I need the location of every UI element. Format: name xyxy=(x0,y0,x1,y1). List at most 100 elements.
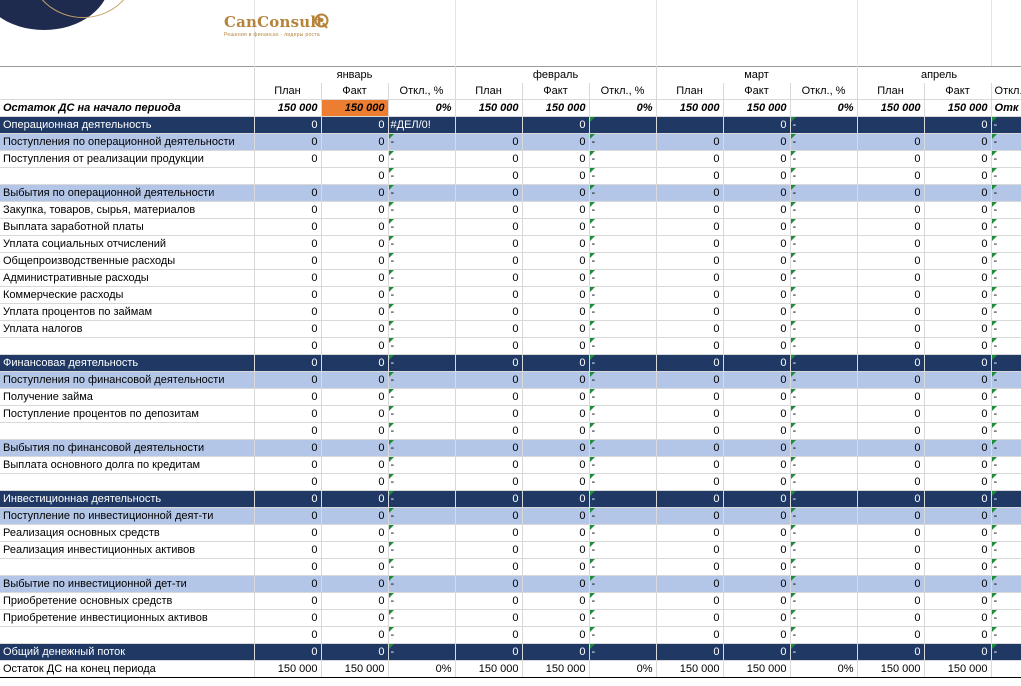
cell[interactable]: - xyxy=(388,303,456,321)
cell[interactable]: - xyxy=(388,405,456,423)
cell[interactable]: 0 xyxy=(723,303,791,321)
cell[interactable]: 0 xyxy=(253,116,322,134)
cell[interactable]: 0 xyxy=(253,371,322,389)
column-header-2-0[interactable]: План xyxy=(655,83,724,100)
cell[interactable]: 0 xyxy=(321,371,389,389)
cell[interactable]: 0 xyxy=(454,507,523,525)
cell[interactable]: 0 xyxy=(723,507,791,525)
cell[interactable]: 0 xyxy=(924,592,992,610)
cell[interactable]: - xyxy=(790,184,858,202)
cell[interactable]: 0 xyxy=(856,218,925,236)
cell[interactable]: 0 xyxy=(924,422,992,440)
cell[interactable]: - xyxy=(790,252,858,270)
cell[interactable]: 0 xyxy=(723,286,791,304)
cell[interactable]: - xyxy=(991,456,1021,474)
cell[interactable]: 0 xyxy=(522,303,590,321)
cell[interactable]: 0 xyxy=(924,286,992,304)
cell[interactable]: - xyxy=(388,388,456,406)
cell[interactable]: 0 xyxy=(856,524,925,542)
cell[interactable]: 0 xyxy=(723,252,791,270)
cell[interactable]: - xyxy=(388,541,456,559)
cell[interactable]: 0 xyxy=(321,524,389,542)
cell[interactable]: 0 xyxy=(723,558,791,576)
cell[interactable]: 0% xyxy=(790,660,858,678)
cell[interactable]: 0 xyxy=(522,133,590,151)
cell[interactable]: - xyxy=(388,235,456,253)
cell[interactable]: 0 xyxy=(856,643,925,661)
cell[interactable]: 0 xyxy=(924,558,992,576)
cell[interactable]: 0 xyxy=(723,439,791,457)
cell[interactable]: - xyxy=(589,167,657,185)
row-label[interactable]: Поступление по инвестиционной деят-ти xyxy=(0,507,255,525)
cell[interactable]: 0 xyxy=(321,269,389,287)
cell[interactable]: - xyxy=(991,167,1021,185)
cell[interactable]: - xyxy=(991,541,1021,559)
cell[interactable]: 0 xyxy=(321,575,389,593)
cell[interactable]: - xyxy=(991,490,1021,508)
month-header-2[interactable]: март xyxy=(655,66,858,83)
cell[interactable]: 0 xyxy=(723,371,791,389)
cell[interactable]: - xyxy=(991,354,1021,372)
cell[interactable]: 0 xyxy=(454,150,523,168)
cell[interactable]: 0 xyxy=(321,422,389,440)
cell[interactable]: 0 xyxy=(321,167,389,185)
cell[interactable]: 0 xyxy=(321,320,389,338)
cell[interactable]: - xyxy=(388,354,456,372)
cell[interactable]: 0 xyxy=(454,252,523,270)
cell[interactable]: 0 xyxy=(856,473,925,491)
cell[interactable]: 0 xyxy=(723,422,791,440)
cell[interactable]: 0 xyxy=(924,541,992,559)
cell[interactable]: - xyxy=(589,371,657,389)
cell[interactable]: 0 xyxy=(924,456,992,474)
cell[interactable]: 0 xyxy=(655,575,724,593)
cell[interactable]: 0 xyxy=(321,473,389,491)
cell[interactable]: - xyxy=(388,218,456,236)
cell[interactable]: 0 xyxy=(454,422,523,440)
cell[interactable]: 0 xyxy=(321,626,389,644)
cell[interactable]: - xyxy=(589,405,657,423)
cell[interactable]: 0 xyxy=(321,558,389,576)
cell[interactable]: 0 xyxy=(856,439,925,457)
cell[interactable]: - xyxy=(790,439,858,457)
cell[interactable]: - xyxy=(388,609,456,627)
cell[interactable]: 0 xyxy=(924,575,992,593)
cell[interactable]: - xyxy=(991,252,1021,270)
row-label[interactable]: Реализация инвестиционных активов xyxy=(0,541,255,559)
cell[interactable]: 0 xyxy=(924,626,992,644)
cell[interactable]: 150 000 xyxy=(856,99,925,117)
cell[interactable]: 0 xyxy=(655,439,724,457)
cell[interactable]: 0 xyxy=(321,303,389,321)
cell[interactable]: - xyxy=(589,303,657,321)
cell[interactable]: 0 xyxy=(522,184,590,202)
cell[interactable]: - xyxy=(991,286,1021,304)
cell[interactable]: 0 xyxy=(253,575,322,593)
row-label[interactable]: Финансовая деятельность xyxy=(0,354,255,372)
cell[interactable]: 0 xyxy=(655,541,724,559)
cell[interactable]: - xyxy=(790,473,858,491)
cell[interactable]: 0 xyxy=(924,371,992,389)
column-header-0-1[interactable]: Факт xyxy=(321,83,389,100)
cell[interactable]: 0 xyxy=(655,286,724,304)
cell[interactable]: 0 xyxy=(655,235,724,253)
cell[interactable]: 0 xyxy=(856,405,925,423)
cell[interactable]: 0 xyxy=(253,269,322,287)
cell[interactable]: - xyxy=(790,133,858,151)
cell[interactable]: 0 xyxy=(856,184,925,202)
cell[interactable] xyxy=(655,116,724,134)
cell[interactable]: 0 xyxy=(522,269,590,287)
cell[interactable]: 0 xyxy=(321,252,389,270)
cell[interactable]: 0 xyxy=(856,286,925,304)
row-label[interactable] xyxy=(0,473,255,491)
cell[interactable]: - xyxy=(991,235,1021,253)
cell[interactable]: 0 xyxy=(723,490,791,508)
cell[interactable]: - xyxy=(589,524,657,542)
cell[interactable]: - xyxy=(991,320,1021,338)
cell[interactable]: - xyxy=(388,269,456,287)
cell[interactable]: 0 xyxy=(253,320,322,338)
cell[interactable]: 0% xyxy=(388,99,456,117)
cell[interactable]: 0 xyxy=(454,269,523,287)
cell[interactable]: 0 xyxy=(522,575,590,593)
cell[interactable]: 0 xyxy=(522,456,590,474)
cell[interactable]: 0 xyxy=(253,541,322,559)
cell[interactable]: 0 xyxy=(454,524,523,542)
